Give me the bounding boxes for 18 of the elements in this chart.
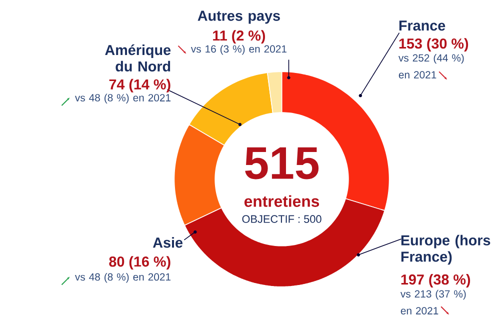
slice-label: France (399, 20, 446, 31)
text: 515 (245, 148, 319, 180)
text: vs 213 (37 %) en 2021 (400, 290, 466, 315)
text: entretiens (244, 196, 320, 208)
text: vs 48 (8 %) en 2021 (74, 94, 171, 104)
slice-label: Asie (152, 237, 183, 248)
data-label: 11 (2 %) (213, 30, 266, 44)
text: vs 16 (3 %) en 2021 (190, 45, 286, 55)
data-label: 74 (14 %) (109, 79, 170, 93)
data-label: 153 (30 %) (399, 38, 468, 52)
text: vs 48 (8 %) en 2021 (74, 273, 171, 283)
slice-label: Europe (hors France) (401, 235, 490, 265)
slice-label: Autres pays (198, 11, 280, 24)
text: OBJECTIF : 500 (242, 215, 322, 224)
text: vs 252 (44 %) en 2021 (398, 54, 464, 79)
data-label: 197 (38 %) (401, 274, 470, 288)
slice-label: Amérique du Nord (105, 44, 171, 72)
data-label: 80 (16 %) (109, 256, 170, 270)
